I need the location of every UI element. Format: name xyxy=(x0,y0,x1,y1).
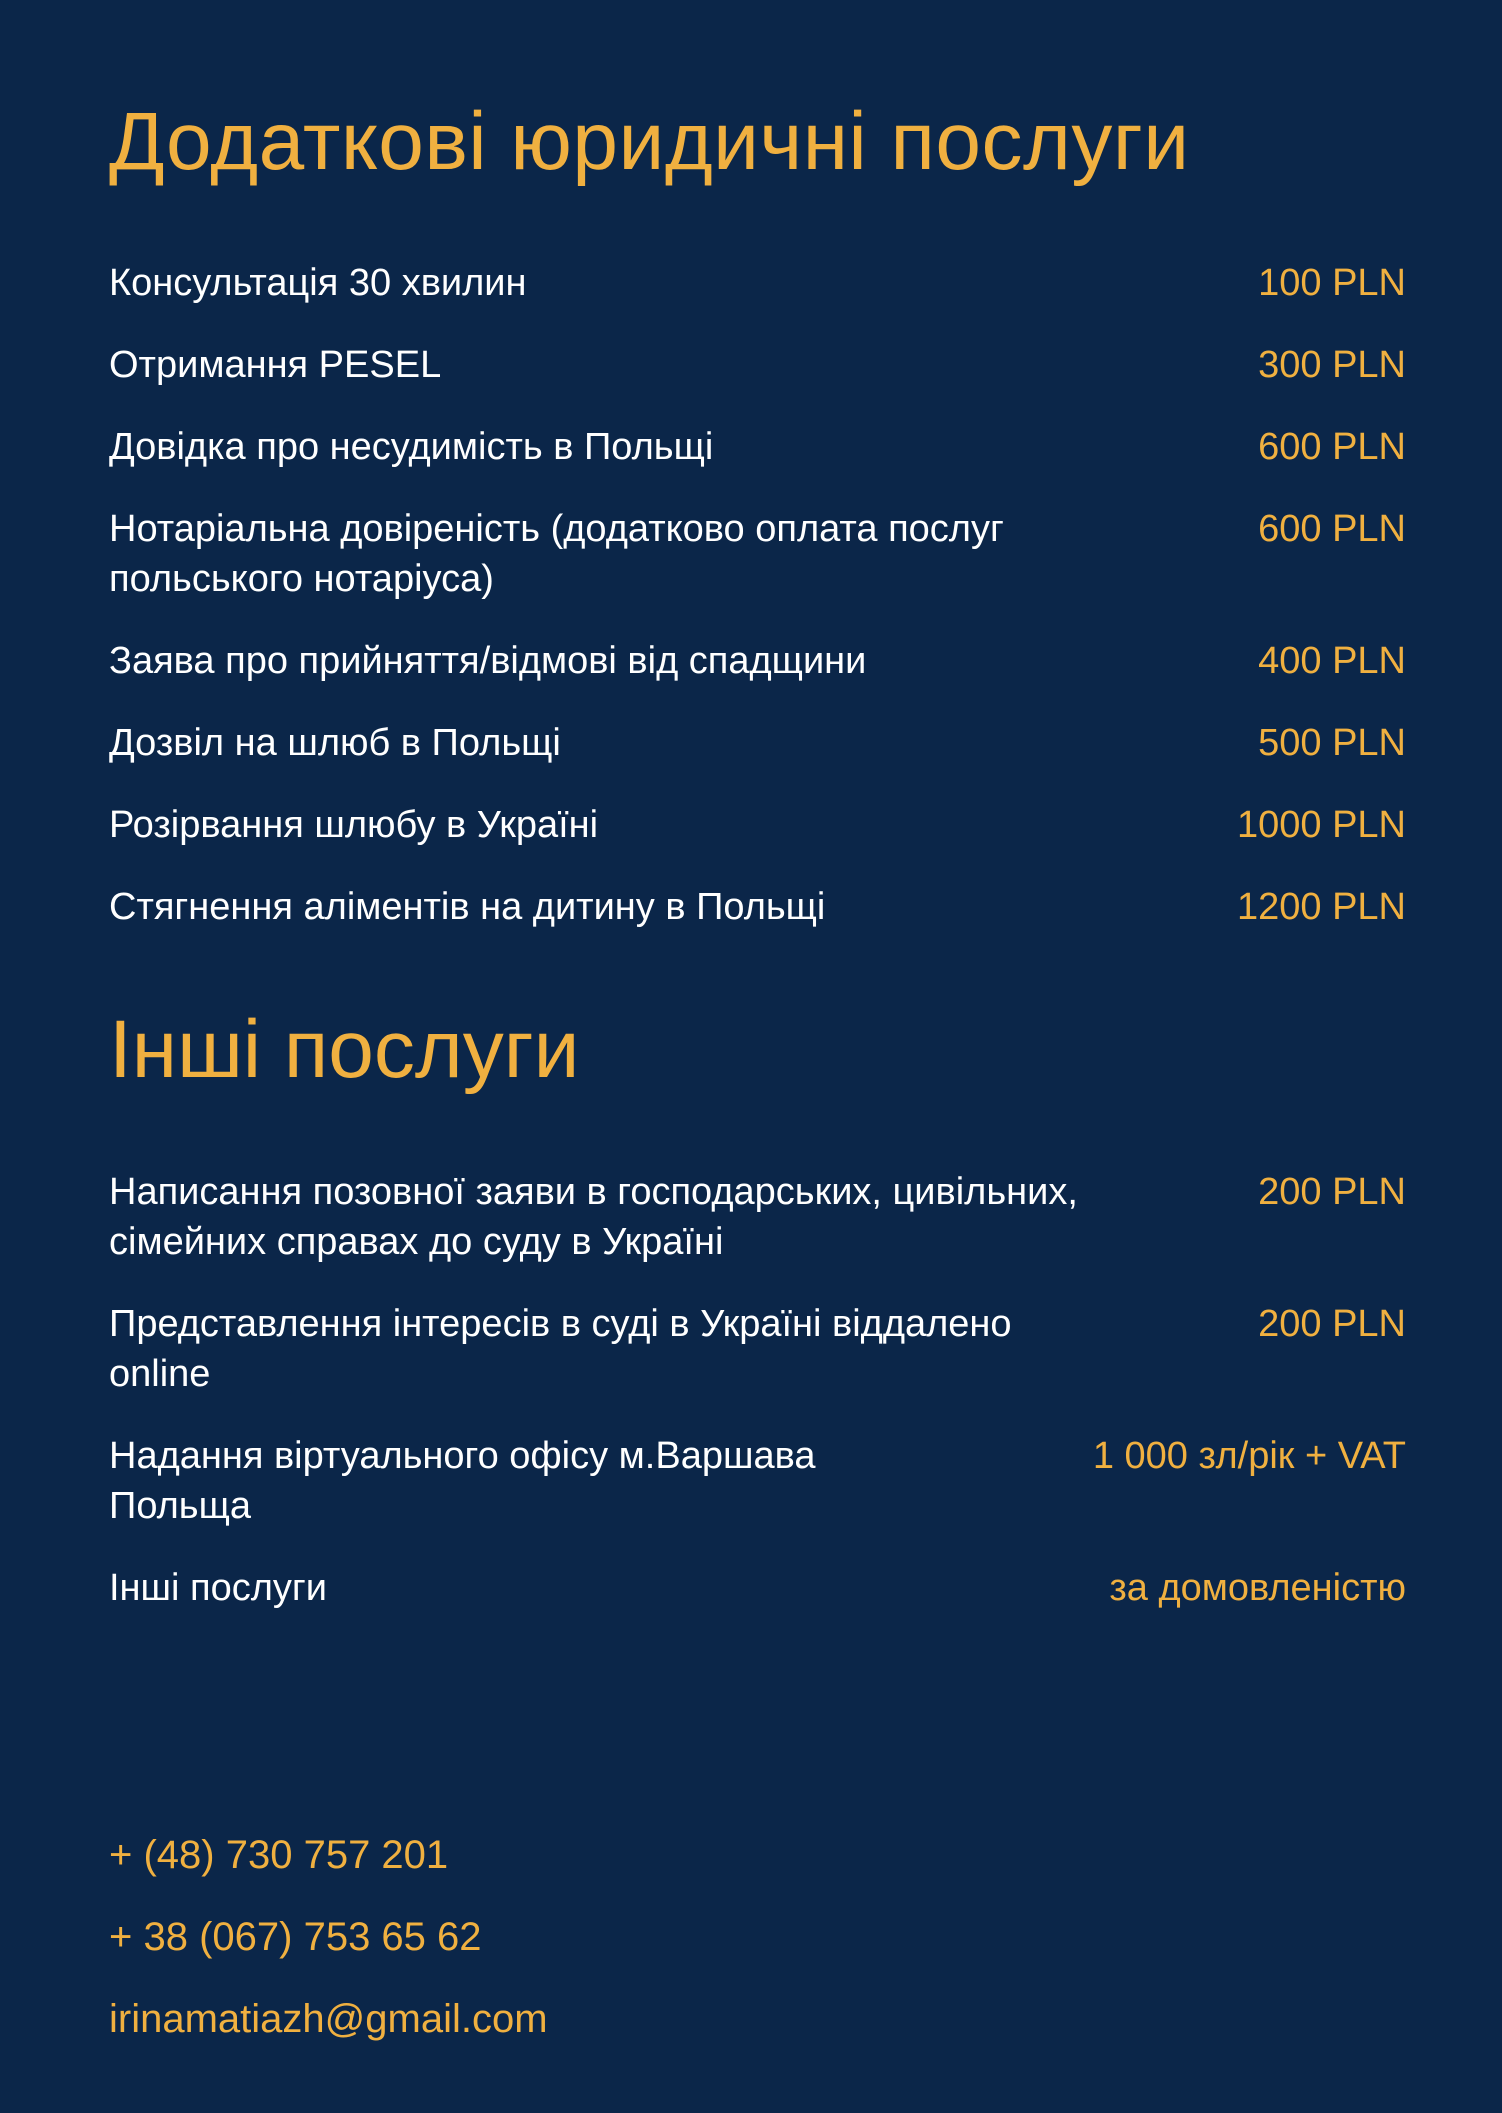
service-name: Інші послуги xyxy=(109,1567,327,1609)
list-item: Представлення інтересів в суді в Україні… xyxy=(109,1299,1406,1399)
list-item: Отримання PESEL 300 PLN xyxy=(109,340,1406,390)
service-price: 100 PLN xyxy=(1258,262,1406,304)
email-link[interactable]: irinamatiazh@gmail.com xyxy=(109,1997,548,2041)
list-item: Консультація 30 хвилин 100 PLN xyxy=(109,258,1406,308)
legal-services-list: Консультація 30 хвилин 100 PLN Отримання … xyxy=(109,258,1406,964)
service-price: 200 PLN xyxy=(1258,1303,1406,1345)
service-name: Консультація 30 хвилин xyxy=(109,262,527,304)
list-item: Надання віртуального офісу м.Варшава Пол… xyxy=(109,1431,1406,1531)
service-name: Написання позовної заяви в господарських… xyxy=(109,1171,1078,1263)
list-item: Дозвіл на шлюб в Польщі 500 PLN xyxy=(109,718,1406,768)
service-price: 1000 PLN xyxy=(1236,804,1406,846)
section-title-other-services: Інші послуги xyxy=(109,1004,580,1095)
other-services-list: Написання позовної заяви в господарських… xyxy=(109,1167,1406,1645)
list-item: Написання позовної заяви в господарських… xyxy=(109,1167,1406,1267)
service-price: 600 PLN xyxy=(1258,508,1406,550)
list-item: Нотаріальна довіреність (додатково оплат… xyxy=(109,504,1406,604)
service-name: Заява про прийняття/відмові від спадщини xyxy=(109,640,867,682)
service-name: Надання віртуального офісу м.Варшава Пол… xyxy=(109,1435,816,1527)
list-item: Інші послуги за домовленістю xyxy=(109,1563,1406,1613)
service-price: 300 PLN xyxy=(1258,344,1406,386)
service-price: 1 000 зл/рік + VAT xyxy=(1092,1435,1406,1477)
service-price: 1200 PLN xyxy=(1236,886,1406,928)
list-item: Довідка про несудимість в Польщі 600 PLN xyxy=(109,422,1406,472)
service-price: 500 PLN xyxy=(1258,722,1406,764)
list-item: Розірвання шлюбу в Україні 1000 PLN xyxy=(109,800,1406,850)
list-item: Заява про прийняття/відмові від спадщини… xyxy=(109,636,1406,686)
service-name: Довідка про несудимість в Польщі xyxy=(109,426,714,468)
service-name: Отримання PESEL xyxy=(109,344,442,386)
phone-poland-link[interactable]: + (48) 730 757 201 xyxy=(109,1833,449,1877)
section-title-legal-services: Додаткові юридичні послуги xyxy=(109,96,1190,187)
contacts: + (48) 730 757 201 + 38 (067) 753 65 62 … xyxy=(109,1830,548,2076)
service-name: Розірвання шлюбу в Україні xyxy=(109,804,599,846)
service-price: за домовленістю xyxy=(1109,1567,1406,1609)
service-price: 600 PLN xyxy=(1258,426,1406,468)
list-item: Стягнення аліментів на дитину в Польщі 12… xyxy=(109,882,1406,932)
service-price: 200 PLN xyxy=(1258,1171,1406,1213)
service-name: Дозвіл на шлюб в Польщі xyxy=(109,722,561,764)
service-name: Нотаріальна довіреність (додатково оплат… xyxy=(109,508,1004,600)
phone-ukraine-link[interactable]: + 38 (067) 753 65 62 xyxy=(109,1915,482,1959)
service-name: Стягнення аліментів на дитину в Польщі xyxy=(109,886,826,928)
service-name: Представлення інтересів в суді в Україні… xyxy=(109,1303,1012,1395)
service-price: 400 PLN xyxy=(1258,640,1406,682)
